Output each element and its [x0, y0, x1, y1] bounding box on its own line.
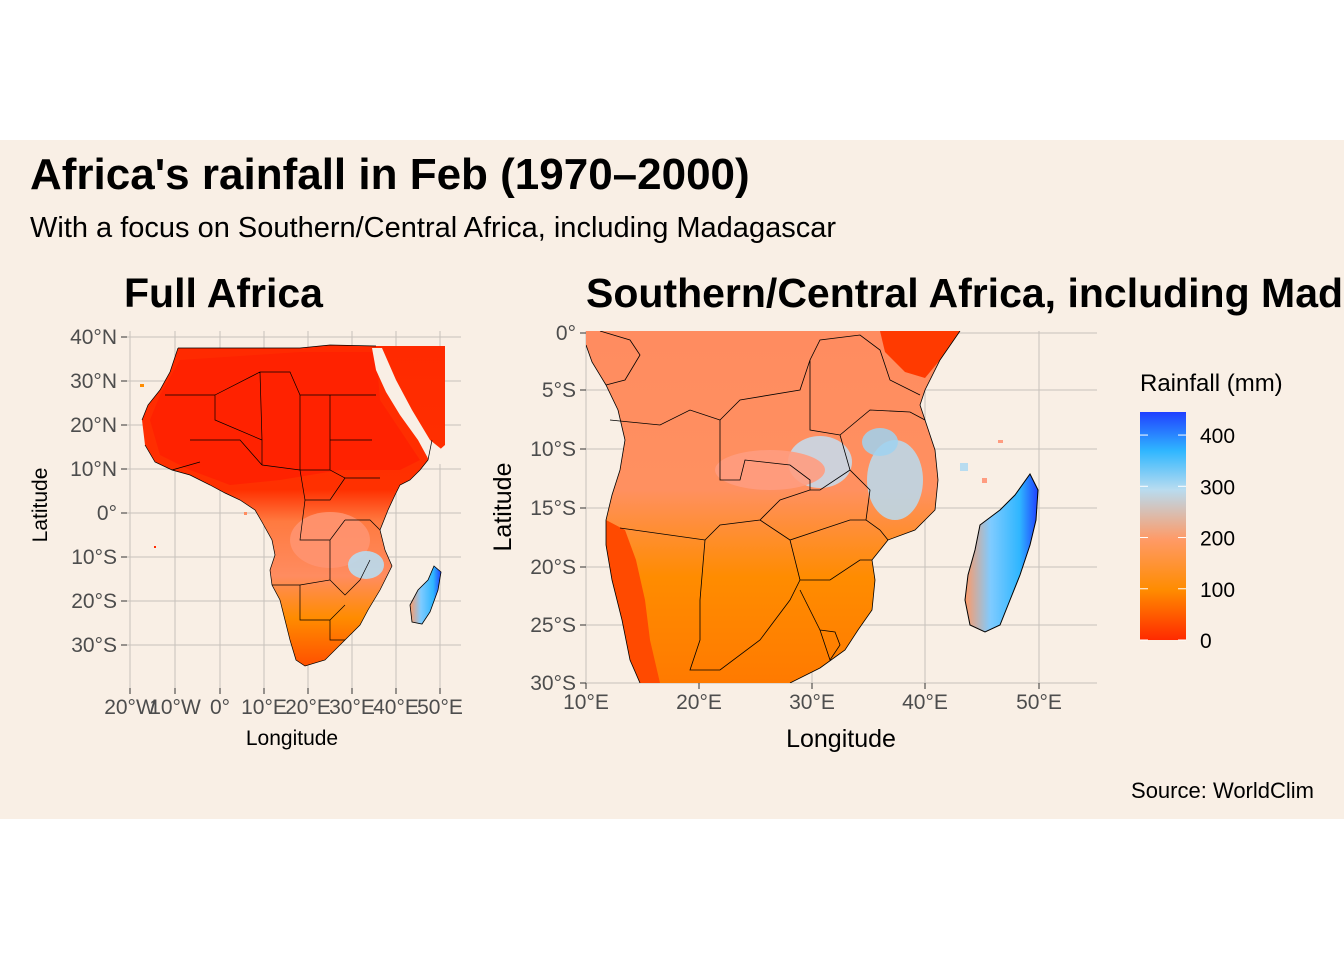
source-caption: Source: WorldClim	[1131, 778, 1314, 803]
southern-africa-x-tick-label: 50°E	[1016, 691, 1062, 714]
southern-africa-y-tick-label: 25°S	[530, 614, 576, 637]
full-africa-x-tick-label: 20°W	[104, 696, 156, 719]
southern-africa-x-tick-label: 30°E	[789, 691, 835, 714]
full-africa-axes: 20°W10°W 0° 10°E20°E30°E40°E50°E 40°N 30°N 20…	[70, 326, 463, 719]
cape-verde-islands	[154, 546, 156, 548]
southern-africa-x-tick-label: 40°E	[902, 691, 948, 714]
full-africa-x-tick-label: 10°W	[149, 696, 201, 719]
page-subtitle: With a focus on Southern/Central Africa,…	[30, 212, 836, 244]
full-africa-borders	[141, 344, 433, 667]
congo-wet-zone	[715, 450, 825, 490]
tanzania-wet-zone	[867, 440, 923, 520]
full-africa-title: Full Africa	[124, 270, 323, 316]
southern-africa-y-tick-label: 20°S	[530, 556, 576, 579]
sao-tome-island	[244, 512, 247, 515]
southern-africa-borders	[586, 331, 961, 683]
full-africa-x-tick-label: 20°E	[285, 696, 331, 719]
canary-islands	[140, 384, 144, 387]
southern-africa-axes: 10°E 20°E 30°E 40°E 50°E 0° 5°S 10°S 15°S 20°S 25°…	[530, 322, 1062, 714]
madagascar-island	[964, 473, 1039, 633]
seychelles-islands	[998, 440, 1003, 443]
southern-africa-raster	[586, 331, 1039, 683]
full-africa-y-tick-label: 10°S	[71, 546, 117, 569]
full-africa-x-label: Longitude	[246, 727, 338, 750]
southern-africa-title: Southern/Central Africa, including Madag…	[586, 270, 1344, 316]
page-title: Africa's rainfall in Feb (1970–2000)	[30, 150, 750, 199]
legend-tick-label: 400	[1200, 425, 1235, 448]
comoros-islands	[960, 463, 968, 471]
central-very-wet-zone	[348, 551, 384, 579]
full-africa-y-tick-label: 20°N	[70, 414, 117, 437]
legend-tick-label: 100	[1200, 579, 1235, 602]
legend-title: Rainfall (mm)	[1140, 370, 1283, 397]
full-africa-x-tick-label: 50°E	[417, 696, 463, 719]
east-africa-dry-zone	[880, 331, 960, 378]
southern-africa-x-tick-label: 20°E	[676, 691, 722, 714]
full-africa-y-tick-label: 30°N	[70, 370, 117, 393]
legend-colorbar	[1140, 412, 1186, 640]
sahara-dry-zone	[150, 352, 420, 485]
southern-africa-y-label: Latitude	[489, 463, 517, 552]
full-africa-y-tick-label: 40°N	[70, 326, 117, 349]
legend-tick-label: 200	[1200, 528, 1235, 551]
full-africa-y-tick-label: 20°S	[71, 590, 117, 613]
madagascar-island	[409, 565, 442, 625]
full-africa-y-label: Latitude	[29, 468, 52, 543]
full-africa-x-tick-label: 0°	[210, 696, 230, 719]
southern-africa-y-tick-label: 5°S	[542, 379, 576, 402]
southern-africa-y-tick-label: 0°	[556, 322, 576, 345]
full-africa-raster	[140, 344, 445, 667]
southern-africa-y-tick-label: 30°S	[530, 672, 576, 695]
legend-tick-label: 0	[1200, 630, 1212, 653]
namibia-dry-coast	[606, 520, 660, 683]
southern-africa-y-tick-label: 10°S	[530, 438, 576, 461]
full-africa-y-tick-label: 0°	[97, 502, 117, 525]
southern-africa-x-label: Longitude	[786, 725, 896, 753]
full-africa-x-tick-label: 30°E	[329, 696, 375, 719]
legend-ticks: 0 100 200 300 400	[1140, 425, 1235, 653]
full-africa-x-tick-label: 40°E	[373, 696, 419, 719]
full-africa-y-tick-label: 10°N	[70, 458, 117, 481]
legend-tick-label: 300	[1200, 476, 1235, 499]
southern-africa-x-tick-label: 10°E	[563, 691, 609, 714]
comoros-islands-2	[982, 478, 987, 483]
southern-africa-y-tick-label: 15°S	[530, 497, 576, 520]
full-africa-x-tick-label: 10°E	[241, 696, 287, 719]
red-sea-gap	[372, 348, 445, 465]
malawi-wet-zone	[862, 428, 898, 456]
full-africa-y-tick-label: 30°S	[71, 634, 117, 657]
